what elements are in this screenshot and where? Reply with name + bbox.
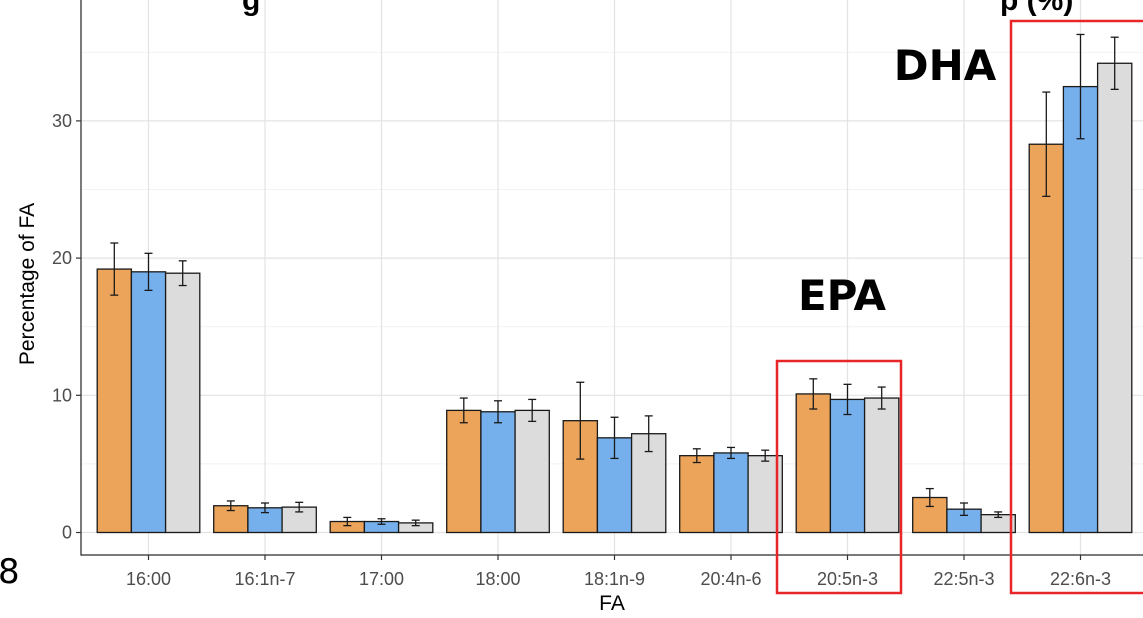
x-tick-label: 22:6n-3 <box>1050 569 1111 589</box>
bar-5-series-0 <box>679 455 715 534</box>
bar-3-series-1 <box>480 411 516 534</box>
bar-8-series-2 <box>1096 62 1133 534</box>
axis-layer: 0 10 20 30 16:00 16:1n-7 17:00 18:00 18:1n-9 20:4… <box>52 0 1143 589</box>
x-tick-label: 20:4n-6 <box>700 569 761 589</box>
bar-6-series-1 <box>829 398 866 534</box>
edge-digit-fragment: 8 <box>0 552 20 592</box>
y-tick-label: 20 <box>52 248 72 268</box>
x-axis-title: FA <box>599 592 625 615</box>
x-tick-label: 20:5n-3 <box>817 569 878 589</box>
dha-highlight-box <box>1009 19 1143 595</box>
y-tick-label: 30 <box>52 111 72 131</box>
bar-3-series-2 <box>514 409 550 534</box>
x-tick-label: 18:00 <box>475 569 520 589</box>
bar-0-series-0 <box>96 268 133 534</box>
x-tick-label: 17:00 <box>359 569 404 589</box>
epa-highlight-box <box>775 359 903 595</box>
dha-callout: DHA <box>894 41 997 90</box>
plot-border <box>80 0 1143 556</box>
bar-6-series-0 <box>795 393 832 534</box>
error-bars-layer <box>110 33 1119 527</box>
chart-title-fragment-left: g <box>242 0 260 17</box>
bar-3-series-0 <box>446 409 482 534</box>
x-tick-label: 18:1n-9 <box>584 569 645 589</box>
bar-5-series-1 <box>713 452 749 534</box>
y-tick-label: 0 <box>62 523 72 543</box>
bar-8-series-1 <box>1062 85 1099 534</box>
y-axis-title: Percentage of FA <box>16 203 39 365</box>
chart-title-fragment-right: p (%) <box>1000 0 1073 17</box>
bar-0-series-2 <box>164 272 201 534</box>
epa-callout: EPA <box>798 271 887 320</box>
x-tick-label: 16:00 <box>126 569 171 589</box>
y-tick-label: 10 <box>52 385 72 405</box>
x-tick-label: 16:1n-7 <box>234 569 295 589</box>
bar-6-series-2 <box>863 397 900 534</box>
bar-8-series-0 <box>1028 143 1065 534</box>
x-tick-label: 22:5n-3 <box>933 569 994 589</box>
bar-0-series-1 <box>130 271 167 534</box>
bars-layer <box>96 62 1133 534</box>
